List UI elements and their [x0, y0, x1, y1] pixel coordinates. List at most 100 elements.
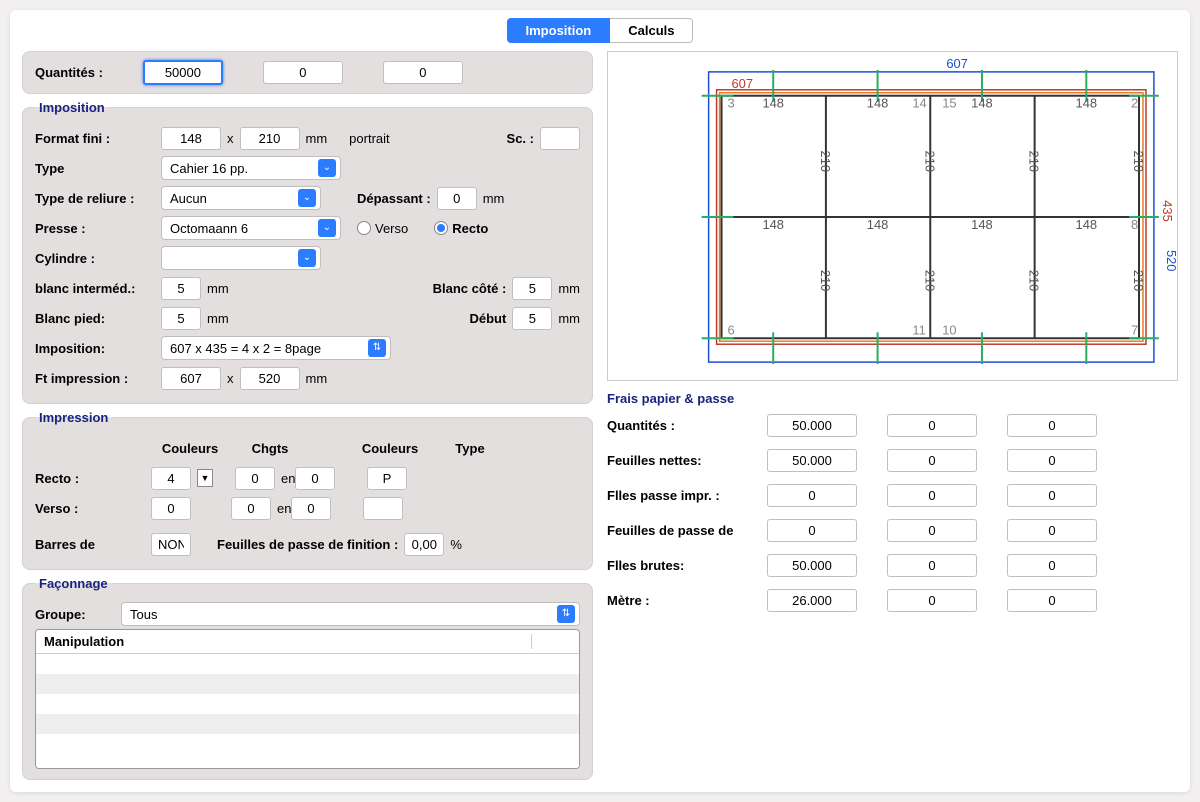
reliure-select[interactable]: Aucun ⌄ — [161, 186, 321, 210]
faconnage-legend: Façonnage — [35, 576, 112, 591]
paper-value-input[interactable] — [887, 449, 977, 472]
manipulation-table[interactable]: Manipulation — [35, 629, 580, 769]
paper-value-input[interactable] — [1007, 449, 1097, 472]
paper-row-label: Flles brutes: — [607, 558, 767, 573]
format-width-input[interactable] — [161, 127, 221, 150]
impression-group: Impression Couleurs Chgts Couleurs Type … — [22, 410, 593, 570]
verso-en-input[interactable] — [291, 497, 331, 520]
paper-value-input[interactable] — [887, 554, 977, 577]
col-couleurs2: Couleurs — [355, 441, 425, 456]
paper-value-input[interactable] — [1007, 589, 1097, 612]
imposition-preview: 607 607 435 520 — [607, 51, 1178, 381]
presse-label: Presse : — [35, 221, 155, 236]
svg-text:148: 148 — [867, 217, 889, 232]
svg-text:210: 210 — [1027, 270, 1042, 292]
svg-text:8: 8 — [1131, 217, 1138, 232]
svg-text:148: 148 — [762, 96, 784, 111]
imposition-legend: Imposition — [35, 100, 109, 115]
paper-value-input[interactable] — [1007, 414, 1097, 437]
svg-text:7: 7 — [1131, 322, 1138, 337]
blanc-pied-input[interactable] — [161, 307, 201, 330]
svg-text:148: 148 — [971, 217, 993, 232]
quantity-input-2[interactable] — [263, 61, 343, 84]
paper-value-input[interactable] — [767, 449, 857, 472]
presse-select[interactable]: Octomaann 6 ⌄ — [161, 216, 341, 240]
blanc-cote-input[interactable] — [512, 277, 552, 300]
preview-svg: 607 607 435 520 — [608, 52, 1177, 380]
barres-label: Barres de — [35, 537, 145, 552]
depassant-label: Dépassant : — [357, 191, 431, 206]
verso-radio[interactable]: Verso — [357, 221, 408, 236]
paper-row: Flles passe impr. : — [607, 484, 1178, 507]
groupe-select[interactable]: Tous ⇅ — [121, 602, 580, 626]
paper-value-input[interactable] — [767, 519, 857, 542]
paper-value-input[interactable] — [767, 554, 857, 577]
tab-bar: Imposition Calculs — [22, 18, 1178, 43]
reliure-label: Type de reliure : — [35, 191, 155, 206]
paper-row-label: Feuilles nettes: — [607, 453, 767, 468]
verso-type-input[interactable] — [363, 497, 403, 520]
presse-select-value: Octomaann 6 — [170, 221, 248, 236]
paper-row: Quantités : — [607, 414, 1178, 437]
debut-input[interactable] — [512, 307, 552, 330]
quantity-input-3[interactable] — [383, 61, 463, 84]
col-chgts: Chgts — [245, 441, 295, 456]
cylindre-select[interactable]: ⌄ — [161, 246, 321, 270]
blanc-intermed-input[interactable] — [161, 277, 201, 300]
tab-calculs[interactable]: Calculs — [610, 18, 693, 43]
verso-couleurs-input[interactable] — [151, 497, 191, 520]
quantity-input-1[interactable] — [143, 60, 223, 85]
paper-value-input[interactable] — [1007, 519, 1097, 542]
svg-text:148: 148 — [867, 96, 889, 111]
ft-height-input[interactable] — [240, 367, 300, 390]
paper-value-input[interactable] — [1007, 484, 1097, 507]
recto-type-input[interactable] — [367, 467, 407, 490]
orientation-label: portrait — [349, 131, 389, 146]
svg-text:210: 210 — [922, 270, 937, 292]
verso-chgts-input[interactable] — [231, 497, 271, 520]
verso-radio-label: Verso — [375, 221, 408, 236]
depassant-input[interactable] — [437, 187, 477, 210]
tab-imposition[interactable]: Imposition — [507, 18, 611, 43]
barres-input[interactable] — [151, 533, 191, 556]
paper-value-input[interactable] — [767, 589, 857, 612]
format-unit-label: mm — [306, 131, 328, 146]
en-label: en — [281, 471, 289, 486]
format-fini-label: Format fini : — [35, 131, 155, 146]
svg-text:14: 14 — [912, 96, 926, 111]
format-height-input[interactable] — [240, 127, 300, 150]
paper-value-input[interactable] — [1007, 554, 1097, 577]
recto-radio[interactable]: Recto — [434, 221, 488, 236]
svg-text:520: 520 — [1164, 250, 1177, 272]
sc-input[interactable] — [540, 127, 580, 150]
svg-text:10: 10 — [942, 322, 956, 337]
unit-mm: mm — [207, 311, 229, 326]
chevron-down-icon: ⌄ — [318, 219, 336, 237]
verso-row-label: Verso : — [35, 501, 145, 516]
unit-mm: mm — [207, 281, 229, 296]
main-window: Imposition Calculs Quantités : Impositio… — [10, 10, 1190, 792]
paper-value-input[interactable] — [887, 414, 977, 437]
blanc-pied-label: Blanc pied: — [35, 311, 155, 326]
recto-couleurs-input[interactable] — [151, 467, 191, 490]
format-x-label: x — [227, 131, 234, 146]
ft-width-input[interactable] — [161, 367, 221, 390]
recto-dropdown-button[interactable]: ▼ — [197, 469, 213, 487]
cylindre-label: Cylindre : — [35, 251, 155, 266]
paper-value-input[interactable] — [767, 484, 857, 507]
svg-text:15: 15 — [942, 96, 956, 111]
paper-row-label: Flles passe impr. : — [607, 488, 767, 503]
recto-en-input[interactable] — [295, 467, 335, 490]
feuilles-passe-input[interactable] — [404, 533, 444, 556]
paper-value-input[interactable] — [887, 589, 977, 612]
paper-value-input[interactable] — [767, 414, 857, 437]
paper-value-input[interactable] — [887, 484, 977, 507]
type-select[interactable]: Cahier 16 pp. ⌄ — [161, 156, 341, 180]
recto-row-label: Recto : — [35, 471, 145, 486]
paper-row: Feuilles nettes: — [607, 449, 1178, 472]
recto-chgts-input[interactable] — [235, 467, 275, 490]
svg-text:148: 148 — [1076, 96, 1098, 111]
imposition-select[interactable]: 607 x 435 = 4 x 2 = 8page ⇅ — [161, 336, 391, 360]
paper-value-input[interactable] — [887, 519, 977, 542]
paper-row-label: Feuilles de passe de — [607, 523, 767, 538]
